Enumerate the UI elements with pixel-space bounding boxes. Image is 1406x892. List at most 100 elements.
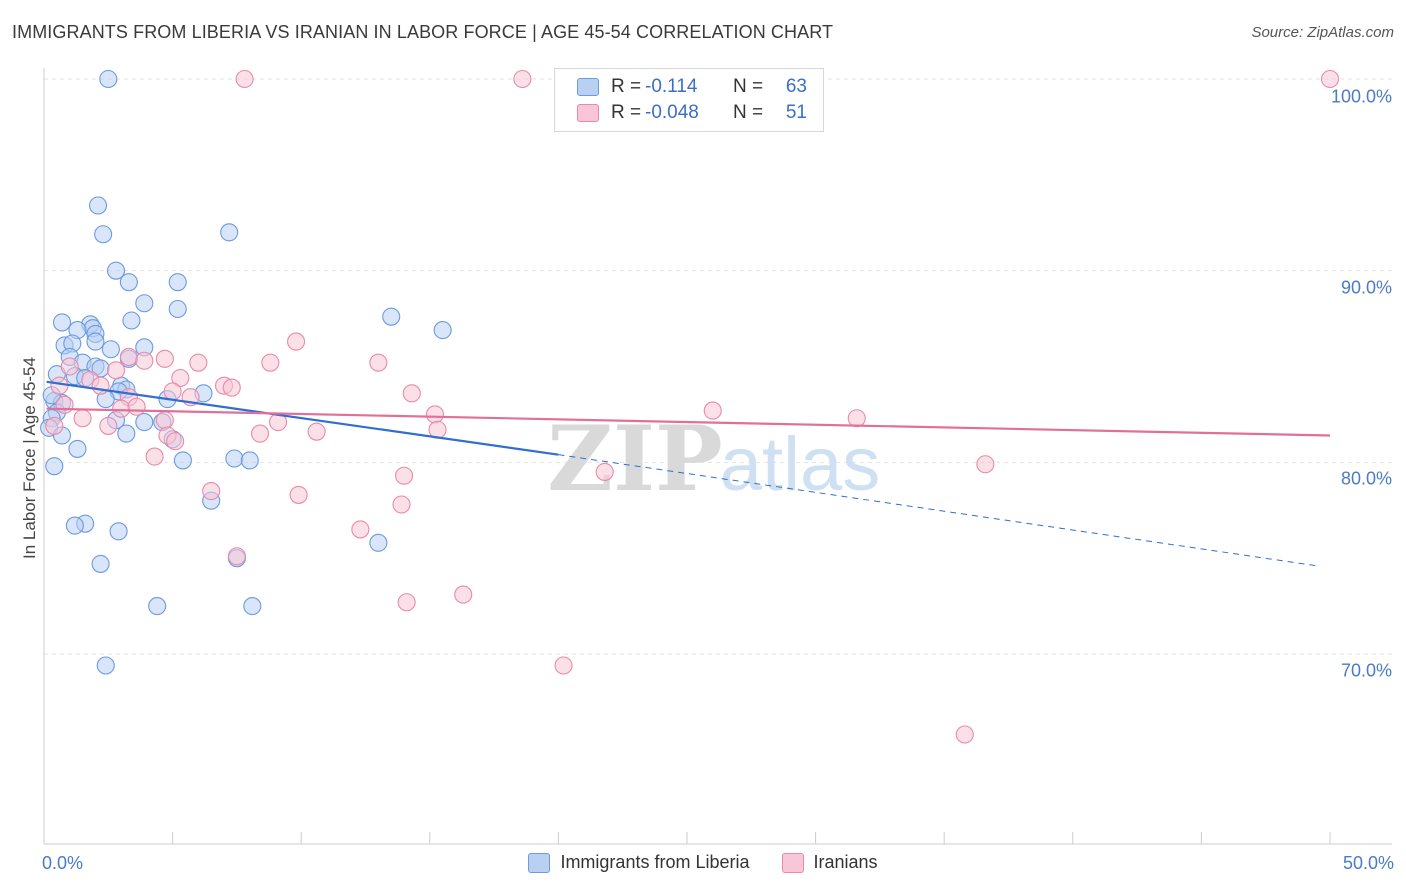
iranians-point: [112, 399, 131, 418]
iranians-point: [99, 416, 118, 435]
series-legend: Immigrants from Liberia Iranians: [0, 852, 1406, 873]
iranians-point: [235, 69, 254, 89]
legend-n-label: N =: [733, 76, 764, 97]
iranians-point: [955, 725, 974, 744]
y-tick-label-70: 70.0%: [1340, 660, 1392, 681]
iranians-point: [554, 656, 573, 675]
legend-swatch-iranians: [577, 104, 599, 122]
iranians-point: [166, 432, 185, 451]
series-swatch-iranians: [781, 852, 804, 873]
liberia-point: [99, 69, 118, 89]
iranians-point: [45, 416, 64, 435]
liberia-point: [45, 457, 64, 476]
iranians-point: [847, 409, 866, 428]
y-tick-label-80: 80.0%: [1340, 468, 1392, 489]
iranians-point: [703, 401, 722, 420]
iranians-point: [106, 361, 126, 380]
liberia-point: [91, 554, 110, 573]
liberia-point: [101, 340, 120, 359]
y-tick-label-90: 90.0%: [1340, 277, 1392, 298]
iranians-point: [454, 585, 473, 604]
liberia-point: [168, 299, 187, 319]
iranians-point: [202, 482, 221, 501]
legend-row-iranians: R = -0.048 N = 51: [577, 101, 807, 125]
x-tick-label-max: 50.0%: [1342, 853, 1394, 873]
iranians-point: [127, 397, 146, 416]
legend-n-label: N =: [733, 102, 764, 123]
liberia-point: [86, 332, 105, 351]
series-legend-liberia[interactable]: Immigrants from Liberia: [528, 852, 750, 873]
iranians-point: [595, 462, 614, 481]
liberia-point: [382, 307, 401, 326]
liberia-point: [68, 439, 87, 458]
liberia-trend-extension: [558, 454, 1318, 567]
liberia-point: [135, 294, 154, 313]
iranians-point: [55, 395, 74, 414]
iranians-point: [392, 495, 411, 514]
legend-swatch-liberia: [577, 78, 599, 96]
series-swatch-liberia: [528, 852, 551, 873]
iranians-point: [513, 69, 532, 89]
iranians-point: [261, 353, 280, 372]
liberia-point: [148, 597, 167, 616]
iranians-point: [227, 547, 246, 566]
liberia-point: [225, 449, 244, 468]
liberia-point: [173, 451, 192, 470]
iranians-point: [50, 376, 69, 395]
liberia-point: [65, 516, 84, 535]
iranians-point: [425, 405, 444, 424]
iranians-point: [189, 353, 208, 372]
liberia-point: [135, 413, 154, 432]
iranians-point: [1320, 69, 1340, 89]
series-legend-iranians[interactable]: Iranians: [781, 852, 878, 873]
liberia-point: [117, 424, 136, 443]
iranians-point: [171, 368, 190, 388]
liberia-point: [122, 311, 141, 330]
iranians-point: [287, 332, 306, 351]
watermark-atlas: atlas: [720, 422, 881, 507]
liberia-point: [96, 656, 115, 675]
series-label-iranians: Iranians: [813, 852, 878, 872]
source-label: Source: ZipAtlas.com: [1251, 24, 1394, 41]
iranians-point: [145, 447, 164, 466]
legend-row-liberia: R = -0.114 N = 63: [577, 75, 807, 99]
liberia-point: [109, 522, 128, 541]
iranians-trend-line: [46, 407, 1331, 437]
liberia-trend-line: [46, 380, 559, 456]
liberia-point: [433, 321, 452, 340]
iranians-point: [289, 485, 308, 504]
liberia-point: [243, 597, 262, 616]
iranians-point: [91, 376, 110, 395]
liberia-point: [240, 451, 259, 470]
iranians-point: [163, 382, 182, 401]
series-label-liberia: Immigrants from Liberia: [560, 852, 750, 872]
legend-r-label: R =: [611, 102, 642, 123]
iranians-point: [222, 378, 241, 397]
legend-n-value-liberia: 63: [785, 76, 807, 97]
liberia-point: [369, 533, 388, 552]
legend-r-value-liberia: -0.114: [645, 76, 698, 97]
liberia-point: [94, 225, 113, 244]
iranians-point: [60, 357, 79, 376]
iranians-point: [397, 593, 416, 612]
iranians-point: [307, 422, 326, 441]
liberia-point: [168, 273, 187, 292]
chart-title: IMMIGRANTS FROM LIBERIA VS IRANIAN IN LA…: [12, 22, 834, 42]
iranians-point: [155, 349, 174, 368]
iranians-point: [119, 347, 138, 366]
liberia-point: [52, 313, 72, 332]
watermark-zip: ZIP: [547, 406, 722, 512]
liberia-point: [88, 196, 108, 215]
iranians-point: [395, 466, 414, 485]
iranians-point: [402, 384, 421, 403]
y-tick-label-100: 100.0%: [1330, 86, 1392, 107]
iranians-point: [250, 424, 270, 443]
iranians-point: [976, 455, 995, 474]
iranians-point: [135, 351, 154, 370]
iranians-point: [73, 409, 92, 428]
liberia-point: [220, 223, 239, 242]
liberia-point: [106, 261, 126, 280]
legend-n-value-iranians: 51: [785, 102, 807, 123]
liberia-point: [119, 273, 138, 292]
